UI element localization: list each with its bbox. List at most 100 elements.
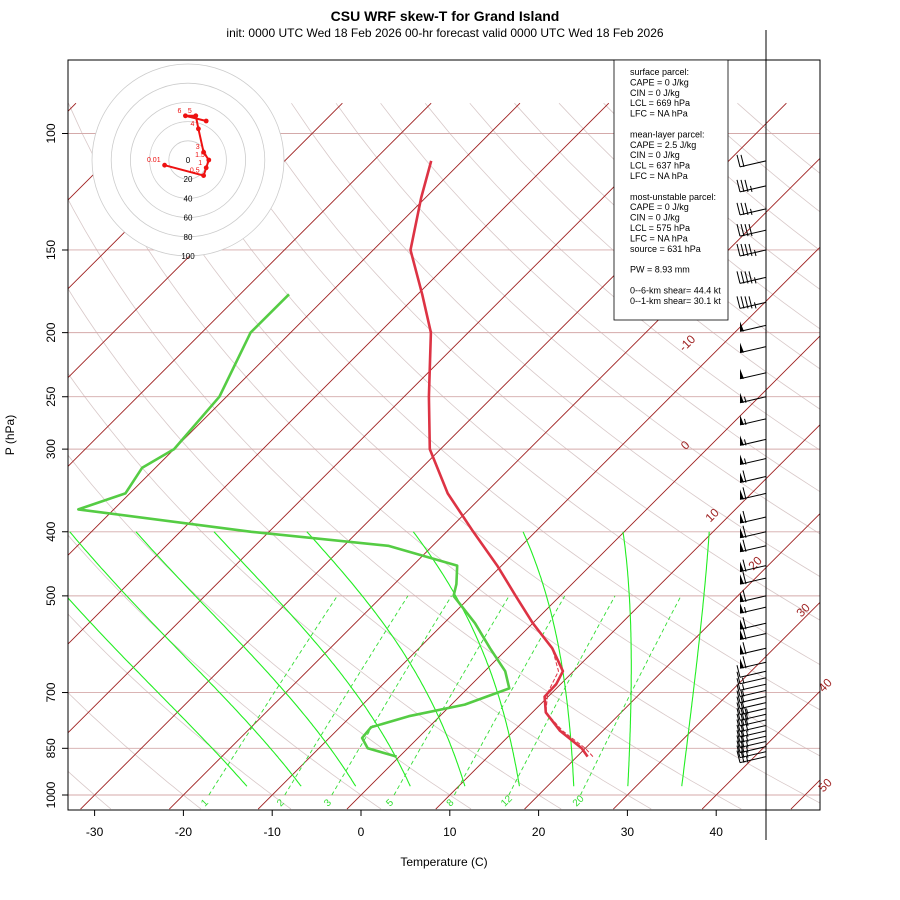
- parcel-info-line: LFC = NA hPa: [630, 109, 688, 119]
- wind-barb: [736, 202, 767, 216]
- p-tick-label: 700: [44, 682, 58, 702]
- dry-adiabat: [68, 613, 292, 810]
- mixing-ratio-line: [284, 595, 409, 796]
- hodograph-point-label: 4: [190, 121, 194, 128]
- hodograph-point: [201, 173, 207, 179]
- parcel-info-line: LFC = NA hPa: [630, 233, 688, 243]
- wind-barb: [736, 179, 767, 193]
- parcel-info-line: CIN = 0 J/kg: [630, 88, 680, 98]
- isotherm-line: [68, 102, 698, 734]
- y-axis-label: P (hPa): [3, 415, 17, 455]
- hodograph-point-label: 3: [196, 144, 200, 151]
- parcel-info-line: source = 631 hPa: [630, 244, 701, 254]
- wind-barb: [736, 243, 767, 257]
- parcel-path-line: [532, 622, 594, 757]
- x-tick-label: 40: [710, 825, 724, 839]
- wind-barb: [739, 627, 767, 640]
- hodograph-ring-outer: [91, 63, 285, 257]
- wind-barb: [736, 690, 767, 704]
- parcel-info-line: mean-layer parcel:: [630, 129, 705, 139]
- wind-barb: [739, 571, 767, 585]
- chart-subtitle: init: 0000 UTC Wed 18 Feb 2026 00-hr for…: [226, 26, 663, 40]
- parcel-info-line: LCL = 669 hPa: [630, 98, 690, 108]
- x-tick-label: -10: [264, 825, 282, 839]
- parcel-info-line: CIN = 0 J/kg: [630, 150, 680, 160]
- x-tick-label: -20: [175, 825, 193, 839]
- hodograph-ring-label: 0: [186, 156, 191, 165]
- wind-barb: [736, 678, 767, 691]
- moist-adiabat: [69, 531, 302, 787]
- x-tick-label: 30: [621, 825, 635, 839]
- wind-barb: [739, 617, 767, 630]
- isotherm-line: [346, 335, 820, 810]
- parcel-info-line: CAPE = 0 J/kg: [630, 202, 689, 212]
- mixing-ratio-line: [580, 595, 682, 796]
- p-tick-label: 150: [44, 240, 58, 260]
- hodograph-point-label: 1.5: [195, 152, 205, 159]
- p-tick-label: 250: [44, 386, 58, 406]
- wind-barb: [736, 665, 767, 678]
- wind-barb: [739, 525, 767, 539]
- hodograph-point: [203, 165, 209, 171]
- x-axis-label: Temperature (C): [400, 855, 487, 869]
- dewpoint-profile-line: [77, 293, 511, 758]
- wind-barb: [736, 684, 767, 697]
- mixing-ratio-line: [331, 595, 452, 796]
- wind-barb: [739, 435, 767, 446]
- isotherm-line: [68, 102, 610, 645]
- wind-barb: [739, 559, 767, 573]
- parcel-info-line: most-unstable parcel:: [630, 192, 716, 202]
- wind-barb: [739, 321, 767, 332]
- isotherm-line: [524, 512, 820, 810]
- wind-barb: [739, 414, 767, 426]
- wind-barb: [739, 589, 767, 603]
- isotherm-line: [613, 601, 820, 810]
- hodograph-point-label: 0.5: [190, 168, 200, 175]
- wind-barb: [736, 271, 767, 284]
- wind-barb: [736, 671, 767, 685]
- moist-adiabat: [135, 531, 357, 787]
- wind-barb: [739, 342, 767, 354]
- wind-barb: [739, 392, 767, 404]
- wind-barb: [739, 603, 767, 614]
- isotherm-line: [169, 157, 820, 810]
- parcel-info-line: CIN = 0 J/kg: [630, 213, 680, 223]
- hodograph-point: [206, 157, 212, 163]
- hodograph-ring: [149, 121, 227, 199]
- hodograph-point-label: 6: [177, 108, 181, 115]
- p-tick-label: 500: [44, 586, 58, 606]
- wind-barb: [736, 154, 767, 168]
- moist-adiabat: [306, 531, 466, 787]
- wind-barb: [739, 454, 767, 466]
- wind-barb: [736, 713, 767, 727]
- parcel-info-line: LFC = NA hPa: [630, 171, 688, 181]
- isotherm-line: [68, 102, 432, 468]
- p-tick-label: 850: [44, 738, 58, 758]
- x-tick-label: 20: [532, 825, 546, 839]
- hodograph-point: [201, 149, 207, 155]
- moist-adiabat: [622, 531, 632, 787]
- parcel-info-line: 0--1-km shear= 30.1 kt: [630, 296, 721, 306]
- wind-barb: [736, 224, 767, 237]
- parcel-info-line: 0--6-km shear= 44.4 kt: [630, 285, 721, 295]
- p-tick-label: 100: [44, 123, 58, 143]
- moist-adiabat: [681, 531, 710, 787]
- parcel-info-line: surface parcel:: [630, 67, 689, 77]
- chart-title: CSU WRF skew-T for Grand Island: [331, 8, 560, 24]
- hodograph-ring: [110, 82, 266, 238]
- wind-barb: [739, 656, 767, 669]
- x-tick-label: 0: [358, 825, 365, 839]
- hodograph-point-label: 5: [188, 108, 192, 115]
- hodograph-point: [162, 162, 168, 168]
- mixing-ratio-line: [508, 595, 616, 796]
- hodograph-point-label: 0.01: [147, 157, 161, 164]
- hodograph-ring-label: 20: [184, 175, 193, 184]
- mixing-ratio-line: [208, 595, 338, 796]
- wind-barb: [739, 642, 767, 655]
- wind-barb: [736, 696, 767, 710]
- hodograph-point: [196, 126, 201, 132]
- hodograph-point-label: 1: [198, 160, 202, 167]
- p-tick-label: 400: [44, 521, 58, 541]
- hodograph-ring-label: 60: [184, 214, 193, 223]
